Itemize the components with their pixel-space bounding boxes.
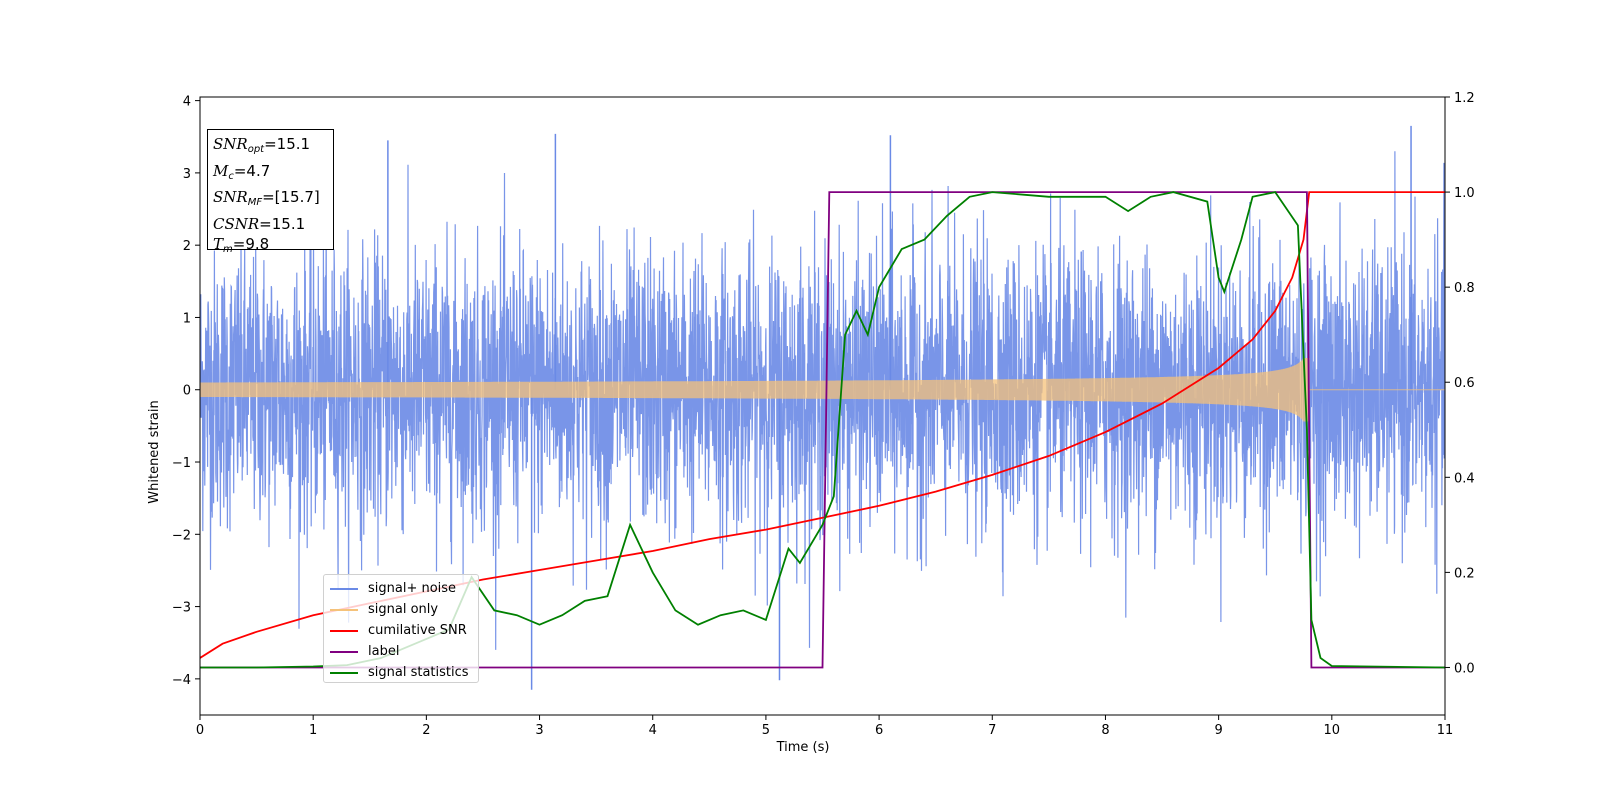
legend-swatch [330, 650, 358, 653]
legend-swatch [330, 587, 358, 590]
y-tick-label: −3 [172, 601, 191, 616]
snr-mf-row: SNRMF=[15.7] [213, 188, 320, 208]
y2-tick-label: 0.8 [1454, 281, 1475, 296]
series-signal-only-line [200, 357, 1445, 422]
x-tick-label: 3 [535, 723, 543, 738]
series-signal-statistics-line [200, 191, 1445, 669]
y2-tick-label: 0.0 [1454, 661, 1475, 676]
x-tick-label: 9 [1214, 723, 1222, 738]
csnr-row: CSNR=15.1 [213, 214, 306, 233]
y-tick-label: 4 [183, 95, 191, 110]
x-tick-label: 6 [875, 723, 883, 738]
legend-entry-signal-noise: signal+ noise [330, 578, 478, 599]
x-tick-label: 4 [649, 723, 657, 738]
legend-swatch [330, 671, 358, 674]
y-tick-label: 1 [183, 311, 191, 326]
y-tick-label: 2 [183, 239, 191, 254]
y-tick-label: −1 [172, 456, 191, 471]
y2-tick-label: 1.0 [1454, 186, 1475, 201]
tm-row: Tm=9.8 [213, 235, 270, 255]
series-label-line [200, 191, 1445, 669]
x-axis-label: Time (s) [776, 740, 830, 755]
x-tick-label: 7 [988, 723, 996, 738]
y2-tick-label: 0.4 [1454, 471, 1475, 486]
legend-entry-signal-statistics: signal statistics [330, 662, 478, 683]
x-tick-label: 10 [1324, 723, 1341, 738]
mc-row: Mc=4.7 [213, 161, 271, 182]
legend-entry-cumulative-snr: cumilative SNR [330, 620, 478, 641]
series-group [200, 125, 1445, 690]
y2-tick-label: 1.2 [1454, 91, 1475, 106]
x-tick-label: 2 [422, 723, 430, 738]
axes-frame [199, 96, 1446, 716]
y-tick-label: −4 [172, 673, 191, 688]
x-tick-label: 0 [196, 723, 204, 738]
y-axis-label: Whitened strain [147, 400, 162, 503]
legend-entry-label: label [330, 641, 478, 662]
y-tick-label: 3 [183, 167, 191, 182]
legend: signal+ noise signal only cumilative SNR… [323, 574, 479, 683]
axes: 0 1 2 3 4 5 6 7 8 9 10 11 −4 −3 −2 −1 0 1 2 3 4 0.0 0.2 0.4 0.6 0… [172, 91, 1475, 738]
legend-entry-signal-only: signal only [330, 599, 478, 620]
y2-tick-label: 0.2 [1454, 566, 1475, 581]
x-tick-label: 11 [1437, 723, 1454, 738]
y2-tick-label: 0.6 [1454, 376, 1475, 391]
snr-opt-row: SNRopt=15.1 [213, 135, 311, 155]
legend-swatch [330, 629, 358, 632]
x-tick-label: 8 [1101, 723, 1109, 738]
plot-area [200, 125, 1445, 690]
legend-swatch [330, 608, 358, 611]
y-tick-label: −2 [172, 528, 191, 543]
annotation-box: SNRopt=15.1 Mc=4.7 SNRMF=[15.7] CSNR=15.… [207, 129, 334, 255]
x-tick-label: 1 [309, 723, 317, 738]
x-tick-label: 5 [762, 723, 770, 738]
y-tick-label: 0 [183, 384, 191, 399]
